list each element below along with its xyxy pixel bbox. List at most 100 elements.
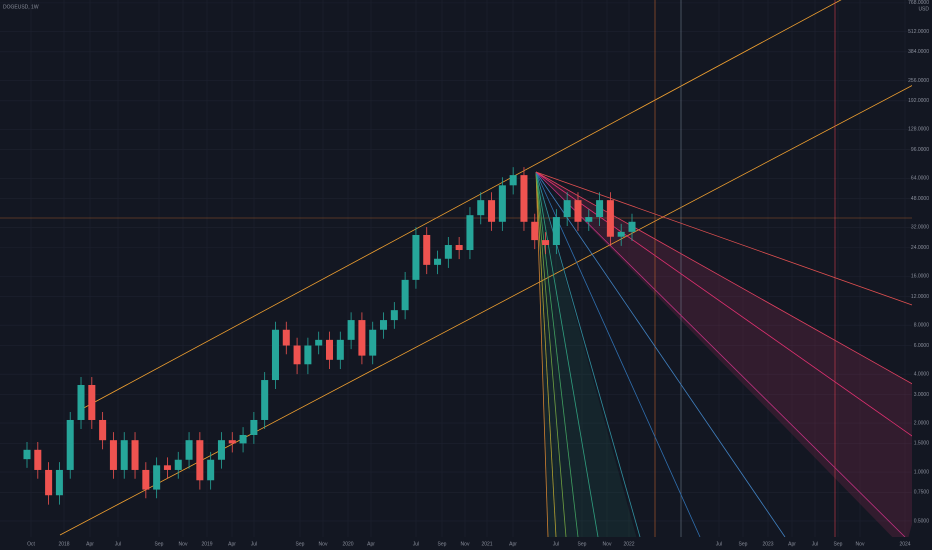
x-tick-label: Nov <box>179 541 188 547</box>
candle-body <box>120 440 128 470</box>
y-tick-label: 48.0000 <box>911 196 929 202</box>
candle-body <box>153 465 161 490</box>
y-tick-label: 64.0000 <box>911 176 929 182</box>
y-tick-label: 8.0000 <box>914 323 930 329</box>
y-tick-label: 1.5000 <box>914 441 930 447</box>
candle-body <box>163 465 171 470</box>
x-tick-label: Jul <box>553 541 559 547</box>
candle-body <box>466 215 474 251</box>
fan-line <box>535 171 557 538</box>
x-tick-label: Jul <box>413 541 419 547</box>
candle-body <box>596 200 604 218</box>
x-tick-label: 2018 <box>58 541 69 547</box>
x-tick-label: Apr <box>367 541 375 547</box>
fan-line <box>535 171 932 451</box>
fan-line <box>535 171 906 538</box>
x-tick-label: Nov <box>856 541 865 547</box>
candle-body <box>628 221 636 232</box>
candle-body <box>498 185 506 222</box>
x-tick-label: Nov <box>603 541 612 547</box>
candle-body <box>509 175 517 186</box>
candle-body <box>542 240 550 246</box>
candle-body <box>239 434 247 444</box>
x-tick-label: Jul <box>812 541 818 547</box>
candle-body <box>380 320 388 330</box>
candle-body <box>315 339 323 346</box>
x-tick-label: Sep <box>739 541 748 547</box>
candle-body <box>109 440 117 470</box>
y-tick-label: 24.0000 <box>911 245 929 251</box>
fan-line <box>535 171 567 538</box>
candle-body <box>617 231 625 237</box>
candle-body <box>34 449 42 470</box>
candle-body <box>66 419 74 470</box>
x-tick-label: Sep <box>438 541 447 547</box>
x-tick-label: 2024 <box>899 541 910 547</box>
candle-body <box>585 217 593 222</box>
candle-body <box>77 385 85 420</box>
candle-body <box>606 200 614 237</box>
candle-body <box>261 380 269 420</box>
candle-body <box>531 221 539 241</box>
candle-body <box>434 258 442 265</box>
y-tick-label: 2.0000 <box>914 420 930 426</box>
candle-body <box>358 320 366 356</box>
symbol-title: DOGEUSD, 1W <box>3 4 39 10</box>
candle-body <box>369 329 377 356</box>
y-tick-label: 3.0000 <box>914 392 930 398</box>
candle-body <box>488 200 496 222</box>
candle-body <box>347 320 355 340</box>
candle-body <box>174 459 182 470</box>
fan-fill <box>536 172 932 550</box>
candle-body <box>401 279 409 311</box>
x-tick-label: Oct <box>27 541 35 547</box>
candle-body <box>131 440 139 470</box>
x-tick-label: Apr <box>509 541 517 547</box>
x-tick-label: 2020 <box>342 541 353 547</box>
candle-body <box>142 469 150 490</box>
y-tick-label: 32.0000 <box>911 225 929 231</box>
candle-body <box>45 469 53 496</box>
candle-body <box>217 440 225 460</box>
x-tick-label: 2023 <box>762 541 773 547</box>
candle-body <box>271 329 279 381</box>
y-tick-label: 192.0000 <box>908 98 929 104</box>
candle-body <box>99 419 107 441</box>
candle-body <box>520 175 528 222</box>
candle-body <box>196 440 204 481</box>
candle-body <box>552 217 560 246</box>
candle-body <box>574 200 582 222</box>
x-tick-label: Apr <box>86 541 94 547</box>
x-tick-label: 2019 <box>201 541 212 547</box>
y-tick-label: 4.0000 <box>914 371 930 377</box>
channel-upper <box>79 0 842 411</box>
x-tick-label: Jul <box>716 541 722 547</box>
x-tick-label: Jul <box>251 541 257 547</box>
x-tick-label: Apr <box>228 541 236 547</box>
channel-lower <box>59 74 932 536</box>
candles <box>23 167 636 505</box>
candle-body <box>293 345 301 365</box>
candle-body <box>390 310 398 321</box>
y-tick-label: 256.0000 <box>908 78 929 84</box>
fan-fill <box>536 172 640 550</box>
axis-unit: USD <box>918 6 929 12</box>
x-tick-label: Apr <box>788 541 796 547</box>
price-axis <box>912 0 932 550</box>
y-tick-label: 0.7500 <box>914 490 930 496</box>
x-tick-label: Sep <box>834 541 843 547</box>
time-axis <box>0 537 932 550</box>
y-tick-label: 512.0000 <box>908 29 929 35</box>
candle-body <box>228 440 236 444</box>
candle-body <box>563 200 571 218</box>
x-tick-label: Nov <box>461 541 470 547</box>
candle-body <box>423 234 431 265</box>
candle-body <box>23 449 31 460</box>
y-tick-label: 16.0000 <box>911 274 929 280</box>
candle-body <box>477 200 485 216</box>
x-tick-label: 2022 <box>623 541 634 547</box>
y-tick-label: 128.0000 <box>908 127 929 133</box>
